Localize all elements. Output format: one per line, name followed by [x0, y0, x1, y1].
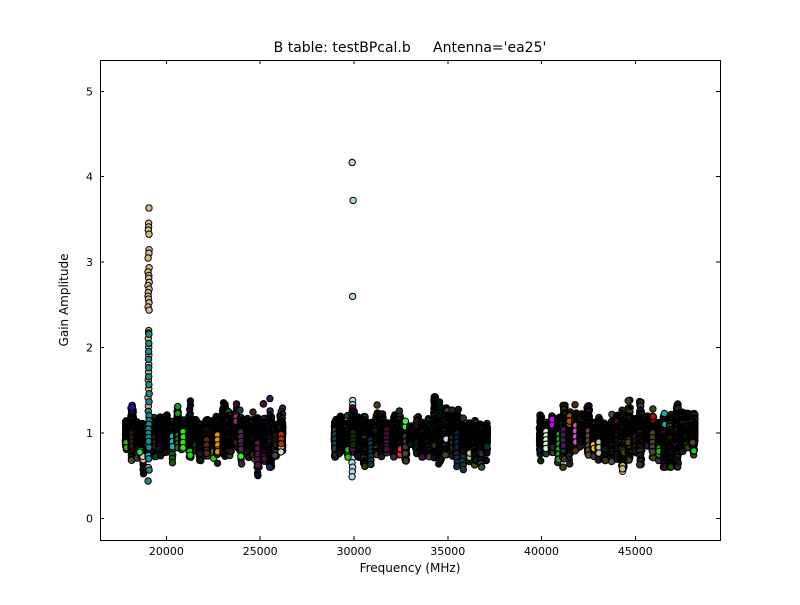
x-tick-label: 40000 — [524, 545, 559, 558]
scatter-point — [349, 293, 355, 299]
scatter-point — [175, 410, 181, 416]
scatter-point — [238, 461, 244, 467]
scatter-point — [204, 450, 210, 456]
axes-frame — [101, 61, 721, 541]
scatter-point — [214, 460, 220, 466]
scatter-point — [233, 401, 239, 407]
scatter-point — [238, 453, 244, 459]
y-tick-label: 0 — [86, 512, 93, 525]
scatter-point — [250, 409, 256, 415]
x-tick-label: 45000 — [618, 545, 653, 558]
y-tick-label: 5 — [86, 85, 93, 98]
scatter-point — [255, 472, 261, 478]
x-tick-label: 25000 — [243, 545, 278, 558]
scatter-point — [349, 159, 355, 165]
y-tick-label: 1 — [86, 427, 93, 440]
axis-tick-labels: 20000 25000 30000 35000 40000 45000 0 1 2 3 4 5 — [86, 85, 653, 558]
scatter-point — [237, 407, 243, 413]
scatter-point — [350, 197, 356, 203]
scatter-point — [175, 403, 181, 409]
scatter-point — [187, 452, 193, 458]
scatter-point — [349, 474, 355, 480]
y-tick-label: 3 — [86, 256, 93, 269]
scatter-point — [187, 398, 193, 404]
y-tick-label: 2 — [86, 341, 93, 354]
scatter-point — [156, 446, 162, 452]
scatter-point — [255, 462, 261, 468]
scatter-point — [198, 457, 204, 463]
scatter-points — [122, 159, 698, 484]
x-tick-label: 30000 — [336, 545, 371, 558]
x-tick-label: 35000 — [430, 545, 465, 558]
scatter-point — [129, 404, 135, 410]
y-tick-label: 4 — [86, 171, 93, 184]
x-tick-label: 20000 — [149, 545, 184, 558]
scatter-point — [163, 449, 169, 455]
scatter-point — [169, 460, 175, 466]
